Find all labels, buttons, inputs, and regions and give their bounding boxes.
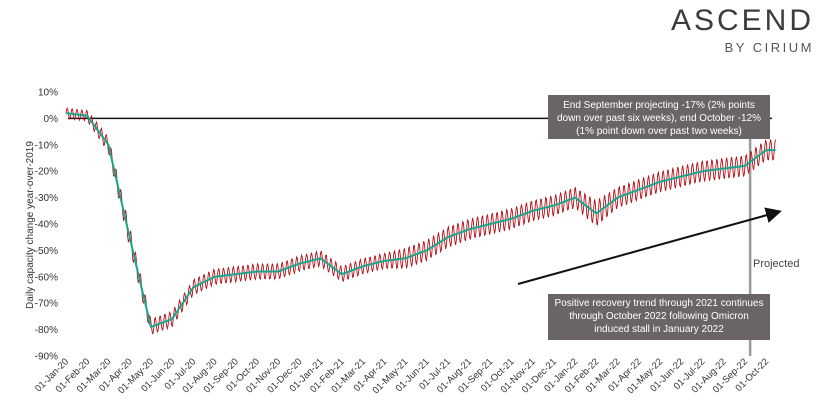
y-tick-label: -80% <box>35 325 58 336</box>
y-tick-label: -70% <box>35 299 58 310</box>
brand-logo: ASCEND BY CIRIUM <box>671 4 814 55</box>
brand-sub: BY CIRIUM <box>724 40 814 55</box>
y-tick-label: -30% <box>35 193 58 204</box>
projection-callout: End September projecting -17% (2% points… <box>548 95 770 139</box>
y-tick-label: -60% <box>35 272 58 283</box>
recovery-callout: Positive recovery trend through 2021 con… <box>548 294 770 340</box>
y-axis-label: Daily capacity change year-over-2019 <box>25 141 36 309</box>
y-tick-label: -20% <box>35 167 58 178</box>
recovery-arrow <box>517 207 782 285</box>
brand-name: ASCEND <box>670 4 814 37</box>
y-tick-label: 0% <box>44 114 59 125</box>
daily-capacity-series <box>65 107 777 335</box>
y-tick-label: -10% <box>35 140 58 151</box>
y-tick-label: -50% <box>35 246 58 257</box>
y-tick-label: -90% <box>35 352 58 363</box>
projected-label: Projected <box>753 258 800 270</box>
y-tick-label: 10% <box>38 88 58 99</box>
y-tick-label: -40% <box>35 220 58 231</box>
trend-series <box>65 112 776 328</box>
